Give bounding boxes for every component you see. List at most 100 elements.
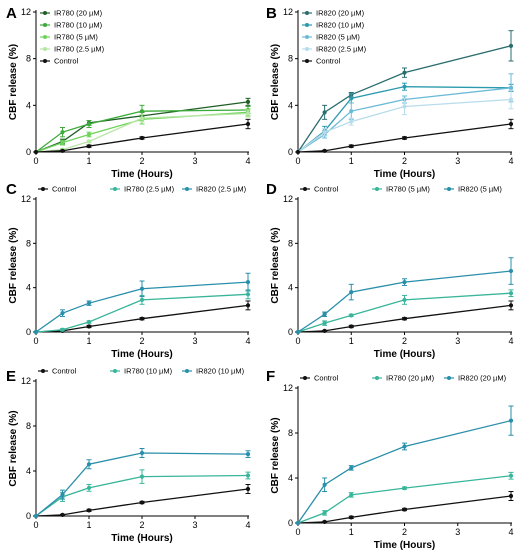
legend-label: IR820 (10 µM) [196,367,245,376]
data-point [86,462,92,467]
legend-label: IR780 (5 µM) [386,185,430,194]
data-point [402,135,407,141]
series-2 [33,272,251,335]
data-point [322,130,327,135]
data-point [508,43,514,48]
y-tick-label: 8 [288,428,293,438]
x-tick-label: 0 [295,336,300,346]
data-point [402,486,407,491]
y-tick-label: 0 [288,518,293,528]
legend-marker [43,59,47,63]
x-axis-title: Time (Hours) [374,169,436,180]
legend-marker [447,376,451,380]
data-point [402,280,407,285]
x-tick-label: 3 [455,527,460,537]
legend-label: IR780 (10 µM) [124,367,173,376]
legend-marker [375,376,379,380]
data-point [86,319,92,325]
legend: IR780 (20 µM) IR780 (10 µM) IR780 (5 µM) IR… [40,9,105,66]
legend: Control IR780 (20 µM) IR820 (20 µM) [300,374,507,383]
data-point [508,268,514,274]
y-tick-label: 8 [26,54,31,64]
legend-label: IR780 (20 µM) [386,374,435,383]
data-point [245,99,251,104]
legend-label: Control [52,185,77,194]
y-tick-label: 4 [288,473,293,483]
panel-letter: B [266,5,277,22]
data-point [295,329,301,335]
data-point [86,301,92,306]
legend-marker [447,187,451,191]
data-point [322,519,327,524]
y-axis-title: CBF release (%) [8,227,19,303]
panel-letter: F [266,368,275,385]
data-point [60,512,65,517]
data-point [322,321,327,326]
legend-label: IR820 (2.5 µM) [316,45,367,54]
data-point [508,493,514,499]
data-point [508,473,514,478]
data-point [245,303,251,308]
legend-marker [375,187,379,191]
data-point [349,465,354,470]
legend-label: IR820 (5 µM) [316,33,360,42]
x-axis-title: Time (Hours) [111,349,173,360]
y-tick-label: 12 [283,383,293,393]
data-point [402,84,407,89]
legend: Control IR780 (5 µM) IR820 (5 µM) [300,185,502,194]
data-point [402,316,407,321]
series-2 [295,405,514,526]
data-point [402,70,407,75]
y-tick-label: 8 [288,54,293,64]
data-point [322,110,327,115]
x-tick-label: 4 [508,527,513,537]
data-point [508,291,514,296]
data-point [245,486,251,492]
data-point [245,473,251,478]
y-tick-label: 12 [21,194,31,204]
x-tick-label: 3 [192,336,197,346]
legend-label: IR820 (10 µM) [316,21,365,30]
data-point [349,290,354,295]
series-0 [295,300,514,335]
y-tick-label: 8 [288,238,293,248]
x-axis-title: Time (Hours) [111,169,173,180]
data-point [139,500,145,505]
data-point [245,111,251,116]
panel-letter: C [6,181,17,198]
data-point [60,130,65,135]
legend-label: IR820 (2.5 µM) [196,185,247,194]
x-tick-label: 2 [139,156,144,166]
data-point [86,324,92,329]
legend-marker [43,23,47,27]
data-point [60,148,65,153]
data-point [349,96,354,101]
series-0 [295,491,514,526]
data-point [349,119,354,124]
data-point [295,520,301,526]
legend-marker [305,11,309,15]
legend-label: Control [54,57,79,66]
x-tick-label: 3 [455,156,460,166]
data-point [86,508,92,513]
legend-marker [305,35,309,39]
legend-marker [41,187,45,191]
x-tick-label: 3 [455,336,460,346]
data-point [33,329,39,335]
data-point [508,85,514,90]
panel-letter: A [6,5,17,22]
x-tick-label: 1 [349,156,354,166]
legend-marker [185,369,189,373]
y-tick-label: 8 [26,421,31,431]
x-tick-label: 4 [245,336,250,346]
data-point [139,135,145,141]
x-tick-label: 2 [402,527,407,537]
data-point [295,149,301,155]
data-point [322,510,327,515]
legend-label: IR820 (20 µM) [458,374,507,383]
y-axis-title: CBF release (%) [270,417,281,493]
x-axis-title: Time (Hours) [374,540,436,550]
y-tick-label: 12 [21,7,31,17]
y-axis-title: CBF release (%) [8,410,19,486]
